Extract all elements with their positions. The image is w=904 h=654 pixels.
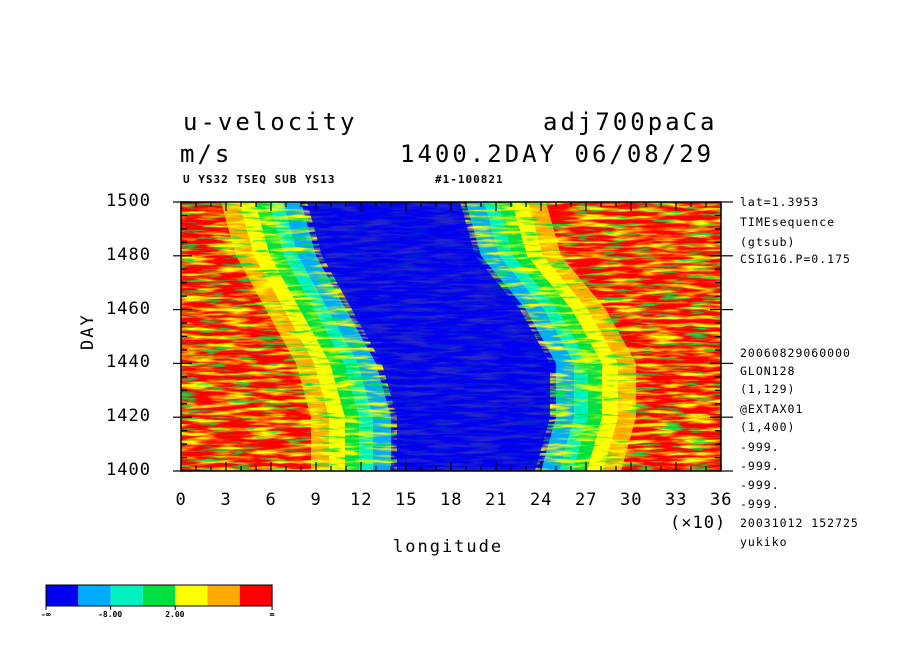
metadata-line: @EXTAX01	[740, 402, 804, 416]
metadata-line: -999.	[740, 440, 780, 454]
y-axis-label: DAY	[78, 313, 98, 350]
colorbar-swatch	[142, 585, 176, 606]
x-tick-label: 24	[530, 490, 553, 510]
metadata-line: GLON128	[740, 364, 796, 378]
x-tick-label: 27	[575, 490, 598, 510]
colorbar-swatch	[239, 585, 273, 606]
axes	[173, 201, 733, 472]
metadata-line: CSIG16.P=0.175	[740, 252, 851, 266]
metadata-line: (gtsub)	[740, 235, 796, 249]
metadata-line: yukiko	[740, 535, 788, 549]
metadata-line: -999.	[740, 459, 780, 473]
y-tick-label: 1400	[106, 460, 151, 480]
x-tick-label: 12	[350, 490, 373, 510]
y-tick-label: 1460	[106, 298, 151, 319]
experiment-name: adj700paCa	[543, 108, 718, 136]
colorbar-swatch	[110, 585, 143, 606]
colorbar-label: 2.00	[165, 610, 185, 619]
colorbar-label: ∞	[269, 610, 275, 619]
metadata-line: -999.	[740, 497, 780, 511]
x-tick-label: 9	[310, 490, 322, 510]
y-tick-label: 1420	[106, 406, 151, 427]
x-tick-label: 18	[440, 490, 463, 510]
day-date-label: 1400.2DAY 06/08/29	[400, 140, 715, 168]
heatmap-field	[181, 202, 721, 471]
y-tick-label: 1500	[106, 191, 151, 211]
x-tick-label: 15	[395, 490, 418, 510]
units-label: m/s	[180, 140, 233, 168]
metadata-line: 20060829060000	[740, 346, 851, 360]
metadata-line: -999.	[740, 478, 780, 492]
x-tick-label: 21	[485, 490, 508, 510]
y-tick-label: 1480	[106, 244, 151, 265]
colorbar	[45, 584, 273, 610]
subtitle-right: #1-100821	[435, 173, 504, 186]
colorbar-swatch	[78, 585, 111, 606]
x-axis-multiplier: (×10)	[670, 513, 727, 533]
colorbar-label: -∞	[41, 610, 51, 619]
colorbar-swatch	[207, 585, 240, 606]
chart-title: u-velocity	[183, 108, 358, 136]
x-tick-label: 36	[710, 490, 733, 510]
x-axis-label: longitude	[393, 537, 504, 557]
x-tick-label: 6	[265, 490, 277, 510]
subtitle-left: U YS32 TSEQ SUB YS13	[183, 173, 336, 186]
x-tick-label: 30	[620, 490, 643, 510]
x-tick-label: 0	[175, 490, 187, 510]
colorbar-label: -8.00	[98, 610, 123, 619]
metadata-line: 20031012 152725	[740, 516, 859, 530]
metadata-line: (1,400)	[740, 420, 796, 434]
x-tick-label: 3	[220, 490, 232, 510]
metadata-line: TIMEsequence	[740, 215, 836, 229]
y-tick-label: 1440	[106, 352, 151, 373]
x-tick-label: 33	[665, 490, 688, 510]
metadata-line: (1,129)	[740, 382, 796, 396]
colorbar-swatch	[175, 585, 208, 606]
metadata-line: lat=1.3953	[740, 195, 820, 209]
colorbar-swatch	[46, 585, 79, 606]
